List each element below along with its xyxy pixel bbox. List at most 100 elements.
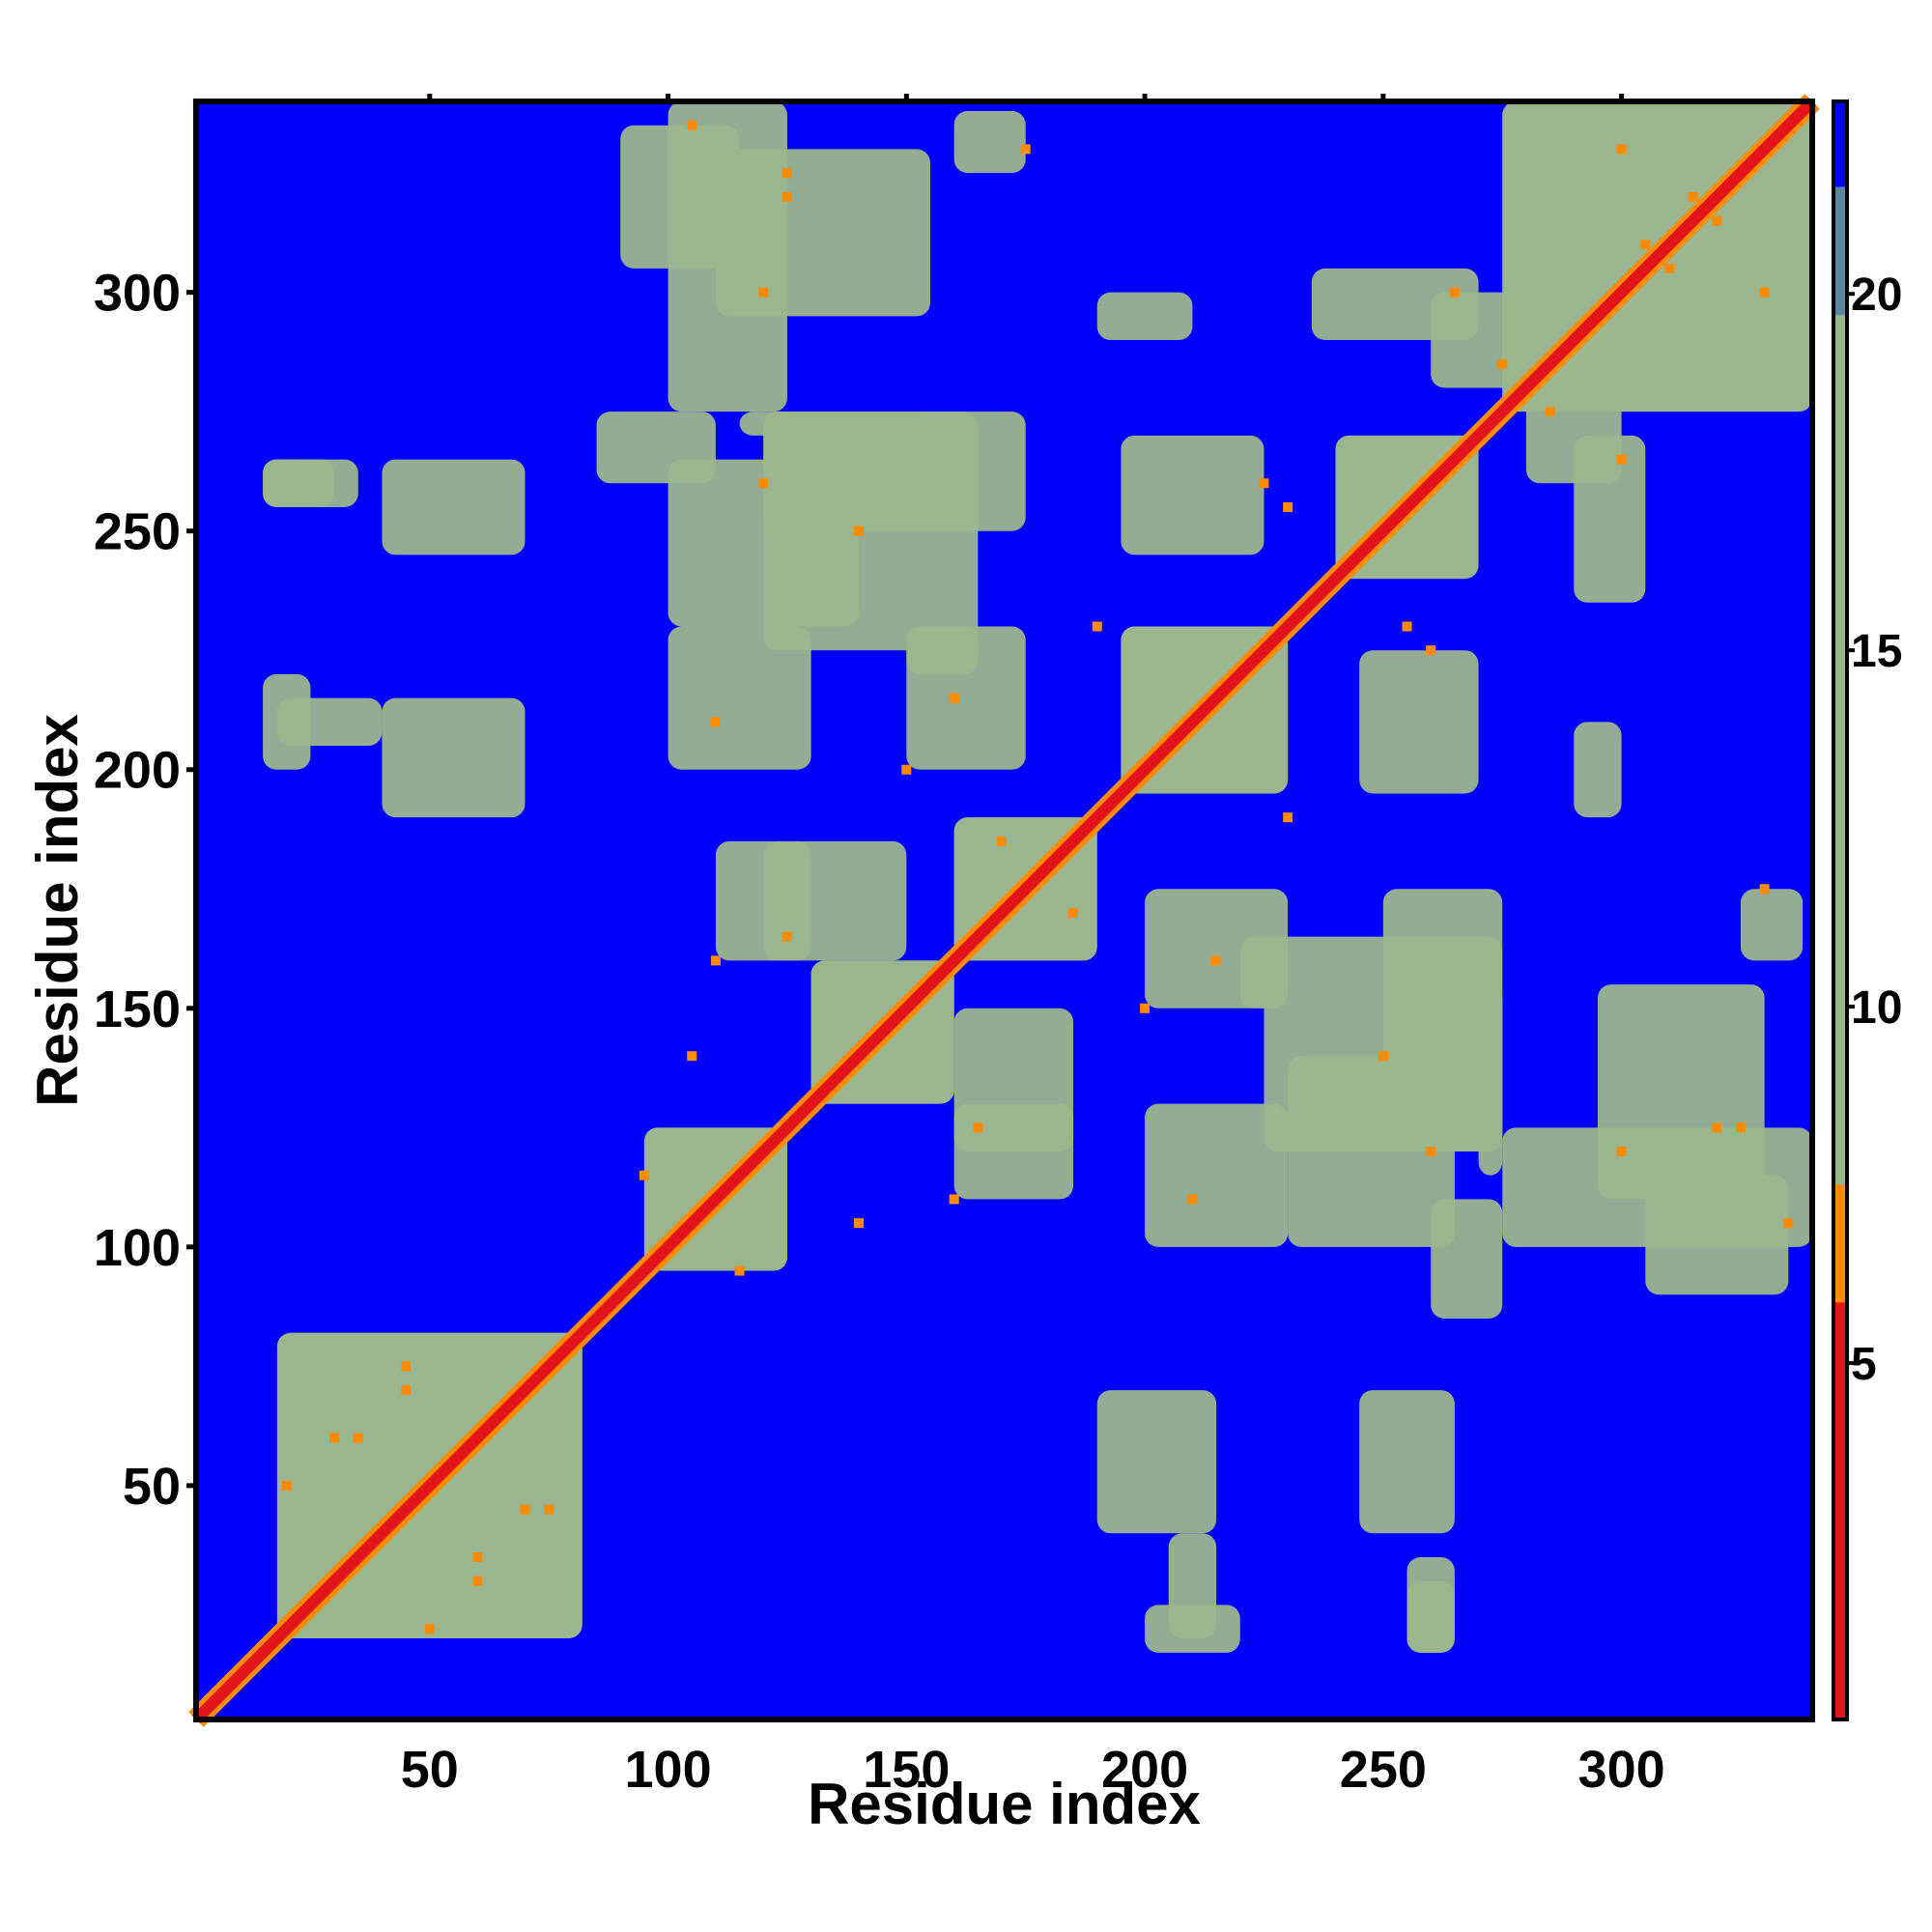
close-contact-4-1 xyxy=(401,1361,412,1372)
close-contact-26-0 xyxy=(1759,287,1770,298)
close-contact-11-1 xyxy=(1140,1003,1151,1013)
contact-region-25-0 xyxy=(715,840,811,961)
close-contact-11-0 xyxy=(901,764,912,775)
y-tick-label-150: 150 xyxy=(94,980,181,1038)
contact-region-27-1 xyxy=(1740,889,1804,961)
colorbar-tick-label-10: 10 xyxy=(1851,982,1902,1034)
contact-region-26-1 xyxy=(1239,936,1289,1009)
contact-region-26-0 xyxy=(906,626,979,674)
colorbar-band-3 xyxy=(1833,101,1847,187)
x-tick-label-50: 50 xyxy=(401,1741,459,1799)
x-tick-label-100: 100 xyxy=(625,1741,712,1799)
contact-region-27-0 xyxy=(953,110,1026,174)
colorbar-band-1 xyxy=(1833,315,1847,1185)
close-contact-2-1 xyxy=(520,1504,530,1515)
y-tick-label-100: 100 xyxy=(94,1219,181,1277)
close-contact-13-0 xyxy=(1020,144,1031,155)
x-tick-label-150: 150 xyxy=(863,1741,950,1799)
close-contact-24-0 xyxy=(1688,191,1698,202)
contact-region-23-0 xyxy=(263,673,311,770)
contact-region-21-0 xyxy=(382,697,526,818)
close-contact-22-1 xyxy=(1497,358,1508,369)
close-contact-8-0 xyxy=(758,287,769,298)
close-contact-16-1 xyxy=(949,693,959,703)
close-contact-14-0 xyxy=(1068,907,1079,918)
close-contact-1-0 xyxy=(353,1433,363,1443)
close-contact-1-1 xyxy=(472,1552,483,1563)
plot-frame xyxy=(193,99,1815,1722)
close-contact-0-0 xyxy=(281,1480,292,1491)
close-contact-15-0 xyxy=(1187,1194,1198,1205)
close-contact-18-0 xyxy=(1283,812,1293,823)
contact-region-8-1 xyxy=(1645,1175,1789,1295)
diagonal-band xyxy=(191,97,1817,1724)
close-contact-15-1 xyxy=(710,717,721,727)
close-contact-23-0 xyxy=(1640,240,1651,250)
contact-region-22-0 xyxy=(382,459,526,555)
close-contact-0-1 xyxy=(424,1624,435,1634)
close-contact-10-0 xyxy=(853,526,864,536)
close-contact-10-1 xyxy=(1378,1051,1388,1062)
close-contact-9-0 xyxy=(781,191,792,202)
close-contact-16-0 xyxy=(1211,955,1222,966)
contact-region-11-0 xyxy=(1145,1103,1289,1247)
heatmap-cells xyxy=(188,94,1820,1727)
contact-region-24-1 xyxy=(1406,1605,1455,1653)
contact-region-31-0 xyxy=(739,412,931,436)
close-contact-27-1 xyxy=(687,120,697,130)
close-contact-5-1 xyxy=(853,1218,864,1229)
y-tick-label-300: 300 xyxy=(94,265,181,323)
y-tick-label-250: 250 xyxy=(94,503,181,561)
x-tick-label-250: 250 xyxy=(1340,1741,1427,1799)
x-axis-ticks: 50 100 150 200 250 300 xyxy=(401,94,1665,1799)
colorbar-tick-label-20: 20 xyxy=(1851,270,1902,321)
colorbar-tick-label-15: 15 xyxy=(1851,626,1902,677)
close-contact-21-0 xyxy=(1449,287,1460,298)
close-contact-19-1 xyxy=(1283,501,1293,512)
close-contact-20-1 xyxy=(758,478,769,489)
close-contact-24-1 xyxy=(1712,215,1722,226)
close-contact-3-1 xyxy=(329,1433,340,1443)
contact-region-28-1 xyxy=(763,412,1026,531)
close-contact-6-1 xyxy=(949,1194,959,1205)
colorbar: 5 10 15 20 xyxy=(1832,99,1902,1721)
close-contact-20-0 xyxy=(1426,1147,1436,1157)
close-contact-27-0 xyxy=(1783,1218,1794,1229)
contact-region-25-1 xyxy=(953,1103,1074,1200)
contact-region-18-0 xyxy=(1597,984,1765,1200)
colorbar-band-2 xyxy=(1833,186,1847,316)
close-contact-22-0 xyxy=(1545,407,1555,417)
x-axis-title: Residue index xyxy=(808,1772,1201,1836)
close-contact-25-0 xyxy=(1735,1122,1746,1133)
x-tick-label-200: 200 xyxy=(1101,1741,1188,1799)
close-contact-9-1 xyxy=(1712,1122,1722,1133)
contact-region-24-0 xyxy=(263,459,311,507)
colorbar-frame xyxy=(1832,99,1849,1721)
contact-region-31-1 xyxy=(1478,984,1503,1176)
contact-region-29-1 xyxy=(1096,292,1193,341)
close-contact-17-1 xyxy=(1426,645,1436,656)
contact-region-22-1 xyxy=(1359,1390,1455,1534)
close-contact-21-1 xyxy=(1616,454,1627,465)
close-contact-12-0 xyxy=(973,1122,983,1133)
contact-region-21-1 xyxy=(1096,1390,1217,1534)
close-contact-14-1 xyxy=(997,836,1008,846)
y-axis-title: Residue index xyxy=(25,714,90,1107)
close-contact-19-0 xyxy=(1402,621,1412,632)
close-contact-23-1 xyxy=(1663,263,1674,273)
close-contact-8-1 xyxy=(1616,1147,1627,1157)
y-tick-label-200: 200 xyxy=(94,742,181,800)
close-contact-17-0 xyxy=(1259,478,1269,489)
contact-region-11-1 xyxy=(668,626,811,770)
x-tick-label-300: 300 xyxy=(1578,1741,1665,1799)
close-contact-26-1 xyxy=(1616,144,1627,155)
contact-region-18-1 xyxy=(715,149,931,317)
contact-region-29-0 xyxy=(1574,722,1622,818)
close-contact-25-1 xyxy=(781,168,792,179)
contact-region-8-0 xyxy=(620,125,740,269)
contact-region-13-1 xyxy=(1359,650,1479,794)
colorbar-band-edge-0 xyxy=(1833,1184,1847,1303)
y-tick-label-50: 50 xyxy=(123,1458,181,1516)
close-contact-5-0 xyxy=(687,1051,697,1062)
